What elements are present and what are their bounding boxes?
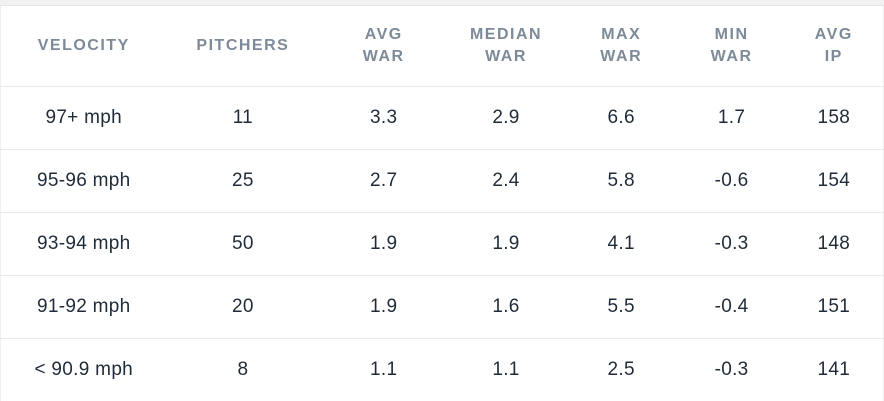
cell-median-war: 2.4 bbox=[448, 149, 564, 213]
table-row: 95-96 mph 25 2.7 2.4 5.8 -0.6 154 bbox=[0, 149, 884, 213]
table-row: < 90.9 mph 8 1.1 1.1 2.5 -0.3 141 bbox=[1, 339, 884, 401]
column-header-median-war: MEDIAN WAR bbox=[448, 6, 564, 87]
cell-avg-war: 1.9 bbox=[319, 275, 449, 339]
cell-velocity: 91-92 mph bbox=[0, 275, 167, 339]
cell-avg-ip: 141 bbox=[817, 359, 851, 380]
cell-max-war: 5.5 bbox=[563, 275, 679, 339]
cell-pitchers: 25 bbox=[166, 149, 320, 213]
cell-min-war: -0.6 bbox=[678, 149, 785, 213]
table-row: 97+ mph 11 3.3 2.9 6.6 1.7 158 bbox=[0, 86, 884, 150]
table-body: 97+ mph 11 3.3 2.9 6.6 1.7 158 95-96 mph 25 2.7 2.… bbox=[0, 86, 884, 401]
cell-max-war: 6.6 bbox=[563, 86, 679, 150]
column-header-avg-ip: AVG IP bbox=[784, 6, 884, 87]
cell-min-war: -0.3 bbox=[678, 212, 785, 276]
velocity-stats-table: VELOCITY PITCHERS AVG WAR MEDIAN WAR MAX WAR… bbox=[0, 6, 884, 401]
column-header-min-war: MIN WAR bbox=[678, 6, 785, 87]
cell-avg-ip: 148 bbox=[784, 212, 884, 276]
table-row: 93-94 mph 50 1.9 1.9 4.1 -0.3 148 bbox=[0, 212, 884, 276]
cell-pitchers: 11 bbox=[166, 86, 320, 150]
cell-avg-ip: 158 bbox=[784, 86, 884, 150]
cell-median-war: 2.9 bbox=[448, 86, 564, 150]
cell-velocity: < 90.9 mph bbox=[34, 359, 134, 380]
cell-pitchers: 50 bbox=[166, 212, 320, 276]
cell-avg-war: 3.3 bbox=[319, 86, 449, 150]
cell-median-war: 1.6 bbox=[448, 275, 564, 339]
cell-pitchers: 8 bbox=[237, 359, 249, 380]
cell-velocity: 95-96 mph bbox=[0, 149, 167, 213]
table-header-row: VELOCITY PITCHERS AVG WAR MEDIAN WAR MAX WAR… bbox=[0, 6, 884, 87]
cell-median-war: 1.9 bbox=[448, 212, 564, 276]
column-header-avg-war: AVG WAR bbox=[319, 6, 449, 87]
cell-avg-war: 1.9 bbox=[319, 212, 449, 276]
cell-velocity: 93-94 mph bbox=[0, 212, 167, 276]
cell-min-war: -0.4 bbox=[678, 275, 785, 339]
cell-min-war: 1.7 bbox=[678, 86, 785, 150]
cell-min-war: -0.3 bbox=[714, 359, 749, 380]
cell-velocity: 97+ mph bbox=[0, 86, 167, 150]
cell-max-war: 5.8 bbox=[563, 149, 679, 213]
table-row: 91-92 mph 20 1.9 1.6 5.5 -0.4 151 bbox=[0, 275, 884, 339]
cell-max-war: 4.1 bbox=[563, 212, 679, 276]
cell-max-war: 2.5 bbox=[607, 359, 635, 380]
cell-avg-ip: 151 bbox=[784, 275, 884, 339]
cell-pitchers: 20 bbox=[166, 275, 320, 339]
column-header-max-war: MAX WAR bbox=[563, 6, 679, 87]
column-header-velocity: VELOCITY bbox=[0, 6, 167, 87]
cell-avg-war: 2.7 bbox=[319, 149, 449, 213]
cell-median-war: 1.1 bbox=[492, 359, 520, 380]
cell-avg-ip: 154 bbox=[784, 149, 884, 213]
top-border-band bbox=[0, 0, 884, 6]
column-header-pitchers: PITCHERS bbox=[166, 6, 320, 87]
cell-avg-war: 1.1 bbox=[370, 359, 398, 380]
